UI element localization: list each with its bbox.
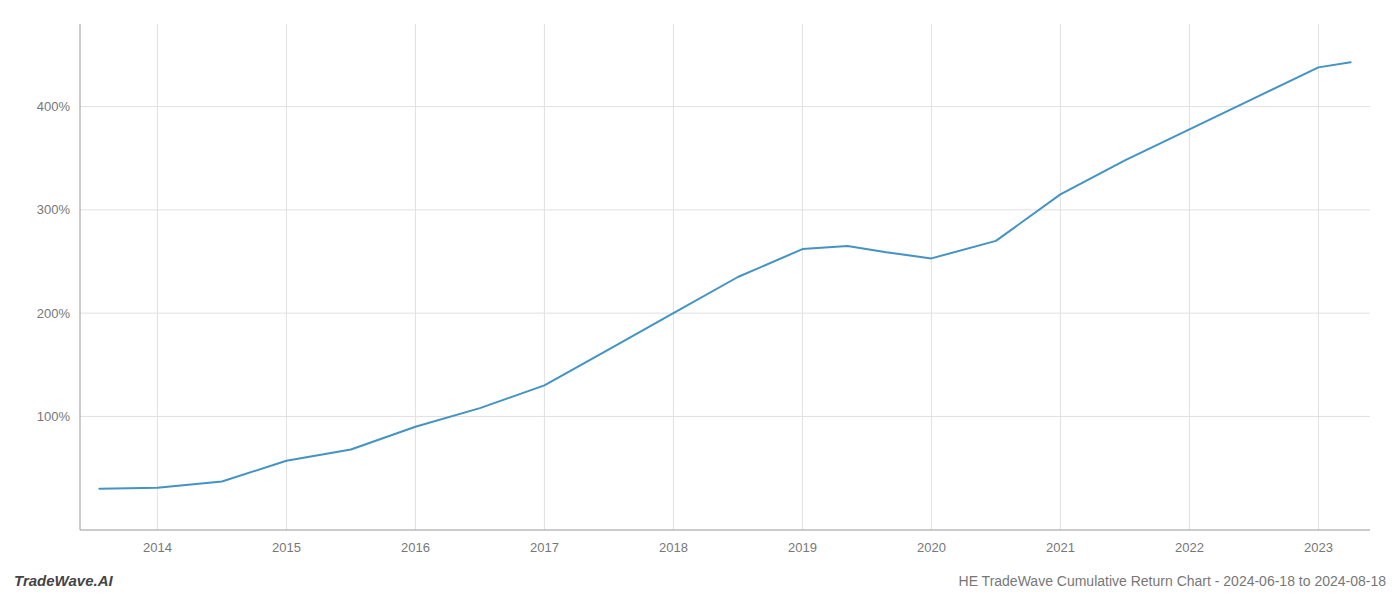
x-tick-label: 2020 xyxy=(917,540,946,555)
y-grid-line xyxy=(80,106,1370,107)
x-tick-label: 2022 xyxy=(1175,540,1204,555)
x-grid-line xyxy=(931,24,932,530)
x-tick-label: 2016 xyxy=(401,540,430,555)
x-grid-line xyxy=(157,24,158,530)
chart-container: 2014 2015 2016 2017 2018 2019 2020 2021 2022 2023… xyxy=(0,0,1400,600)
x-tick-label: 2017 xyxy=(530,540,559,555)
x-grid-line xyxy=(1189,24,1190,530)
x-grid-line xyxy=(1060,24,1061,530)
y-grid-line xyxy=(80,209,1370,210)
x-tick-label: 2023 xyxy=(1304,540,1333,555)
watermark: TradeWave.AI xyxy=(14,572,113,589)
background xyxy=(0,0,1400,600)
grid xyxy=(80,24,1370,530)
y-tick-label: 100% xyxy=(37,409,71,424)
x-grid-line xyxy=(802,24,803,530)
y-tick-label: 200% xyxy=(37,306,71,321)
y-axis-line xyxy=(80,24,81,530)
title: HE TradeWave Cumulative Return Chart - 2… xyxy=(959,573,1387,589)
plot-area xyxy=(99,62,1350,488)
chart: 2014 2015 2016 2017 2018 2019 2020 2021 2022 2023… xyxy=(0,0,1400,600)
x-grid-line xyxy=(544,24,545,530)
x-tick-label: 2014 xyxy=(143,540,172,555)
x-tick-label: 2019 xyxy=(788,540,817,555)
y-tick-label: 400% xyxy=(37,99,71,114)
x-grid-line xyxy=(673,24,674,530)
line xyxy=(99,62,1350,488)
x-tick-label: 2015 xyxy=(272,540,301,555)
x-grid-line xyxy=(286,24,287,530)
y-grid-line xyxy=(80,313,1370,314)
y-grid-line xyxy=(80,416,1370,417)
x-grid-line xyxy=(415,24,416,530)
x-grid-line xyxy=(1318,24,1319,530)
tick-labels: 2014 2015 2016 2017 2018 2019 2020 2021 2022 2023… xyxy=(37,99,1333,555)
x-tick-label: 2021 xyxy=(1046,540,1075,555)
x-tick-label: 2018 xyxy=(659,540,688,555)
y-tick-label: 300% xyxy=(37,202,71,217)
x-axis-line xyxy=(80,530,1370,531)
